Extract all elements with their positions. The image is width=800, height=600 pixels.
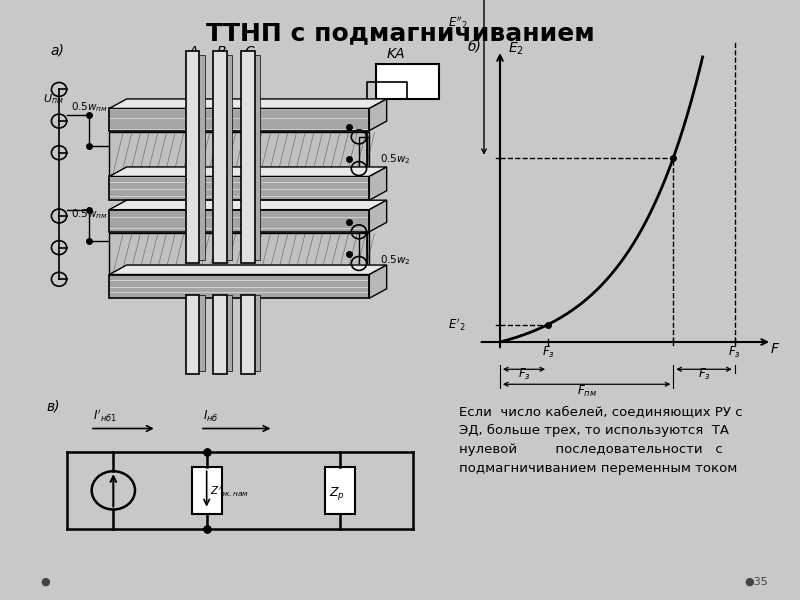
Bar [255,55,260,260]
Text: $0.5w_2$: $0.5w_2$ [380,152,410,166]
Bar [110,275,370,298]
Text: $F$: $F$ [770,342,780,356]
Text: Если  число кабелей, соединяющих РУ с
ЭД, больше трех, то используются  ТА
нулев: Если число кабелей, соединяющих РУ с ЭД,… [458,405,742,475]
Bar [110,132,370,175]
Polygon shape [110,167,386,176]
Polygon shape [370,265,386,298]
Text: $I_{нб}$: $I_{нб}$ [203,409,219,424]
Text: $F_{пм}$: $F_{пм}$ [577,383,597,399]
Bar [110,233,370,275]
Text: $F_з$: $F_з$ [728,344,741,360]
Text: B: B [217,45,226,59]
Bar [241,295,255,374]
Bar [255,295,260,371]
Polygon shape [110,99,386,109]
Text: $E_2$: $E_2$ [508,41,524,58]
Polygon shape [370,200,386,232]
Bar [325,467,355,514]
Text: $Z_р$: $Z_р$ [330,485,346,502]
Text: в): в) [46,400,60,414]
Text: ТТНП с подмагничиванием: ТТНП с подмагничиванием [206,21,594,45]
Text: C: C [245,45,254,59]
Text: $U_{пм}$: $U_{пм}$ [43,92,64,106]
Polygon shape [370,167,386,200]
Text: ●: ● [40,577,50,587]
Bar [186,295,199,374]
Text: $0.5w_{пм}$: $0.5w_{пм}$ [71,100,108,114]
Polygon shape [110,265,386,275]
Text: $F_з$: $F_з$ [542,344,554,360]
Bar [227,295,233,371]
Bar [376,64,438,99]
Bar [110,109,370,131]
Bar [186,52,199,263]
Text: $F_з$: $F_з$ [518,367,530,382]
Bar [199,295,205,371]
Bar [214,52,227,263]
Text: $Z'_{эк.нам}$: $Z'_{эк.нам}$ [210,484,249,499]
Bar [110,176,370,200]
Bar [199,55,205,260]
Polygon shape [110,200,386,209]
Text: $F_з$: $F_з$ [698,367,710,382]
Text: $I'_{нб1}$: $I'_{нб1}$ [94,407,118,424]
Text: б): б) [468,39,482,53]
Bar [227,55,233,260]
Text: а): а) [50,44,64,58]
Text: $0.5w_2$: $0.5w_2$ [380,253,410,267]
Text: KА: KА [386,47,406,61]
Polygon shape [370,99,386,131]
Text: $E''_2$: $E''_2$ [448,15,468,31]
Text: A: A [189,45,198,59]
Text: $0.5w_{пм}$: $0.5w_{пм}$ [71,208,108,221]
Bar [241,52,255,263]
Text: ●35: ●35 [744,577,768,587]
Text: $E'_2$: $E'_2$ [448,316,466,333]
Bar [192,467,222,514]
Bar [110,209,370,232]
Bar [214,295,227,374]
